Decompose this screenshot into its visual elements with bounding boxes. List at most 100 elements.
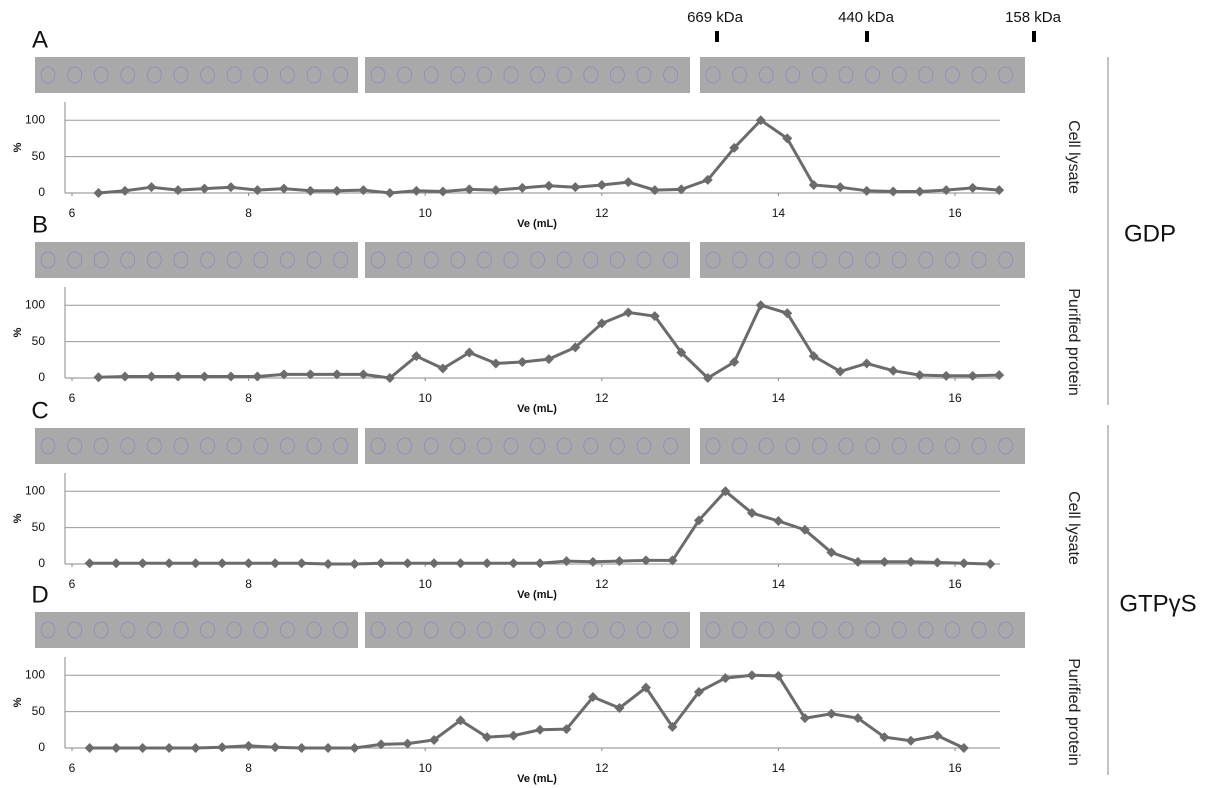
size-tick bbox=[865, 31, 869, 42]
data-point bbox=[270, 742, 280, 752]
data-point bbox=[941, 371, 951, 381]
blot-strip bbox=[700, 612, 1025, 648]
data-point bbox=[509, 558, 519, 568]
data-point bbox=[985, 559, 995, 569]
data-point bbox=[773, 516, 783, 526]
blot-strip bbox=[35, 242, 358, 278]
x-tick-label: 16 bbox=[948, 761, 962, 775]
data-point bbox=[570, 182, 580, 192]
y-tick-label: 50 bbox=[32, 520, 46, 534]
x-axis-label: Ve (mL) bbox=[517, 403, 557, 415]
data-point bbox=[932, 731, 942, 741]
data-point bbox=[826, 709, 836, 719]
data-point bbox=[385, 188, 395, 198]
data-point bbox=[915, 370, 925, 380]
data-point bbox=[244, 741, 254, 751]
x-tick-label: 12 bbox=[595, 391, 609, 405]
x-tick-label: 10 bbox=[419, 761, 433, 775]
panel-label: C bbox=[31, 397, 48, 424]
data-point bbox=[544, 181, 554, 191]
data-point bbox=[146, 182, 156, 192]
side-label: Cell lysate bbox=[1065, 120, 1082, 194]
x-tick-label: 10 bbox=[419, 577, 433, 591]
data-point bbox=[173, 185, 183, 195]
group-label: GDP bbox=[1124, 220, 1176, 247]
data-point bbox=[270, 558, 280, 568]
blot-strip bbox=[700, 428, 1025, 464]
data-point bbox=[138, 743, 148, 753]
data-point bbox=[376, 558, 386, 568]
x-tick-label: 6 bbox=[69, 391, 76, 405]
size-tick bbox=[715, 31, 719, 42]
y-tick-label: 100 bbox=[25, 483, 45, 497]
data-point bbox=[623, 307, 633, 317]
side-label: Purified protein bbox=[1065, 658, 1082, 766]
x-tick-label: 14 bbox=[772, 206, 786, 220]
blot-strip bbox=[365, 57, 690, 93]
data-point bbox=[720, 673, 730, 683]
data-point bbox=[85, 558, 95, 568]
data-point bbox=[244, 558, 254, 568]
x-tick-label: 12 bbox=[595, 577, 609, 591]
blot-strip bbox=[365, 612, 690, 648]
data-point bbox=[994, 185, 1004, 195]
data-point bbox=[305, 186, 315, 196]
size-marker: 440 kDa bbox=[838, 9, 895, 26]
data-point bbox=[164, 743, 174, 753]
x-tick-label: 10 bbox=[419, 206, 433, 220]
blot-strip bbox=[700, 57, 1025, 93]
data-point bbox=[535, 725, 545, 735]
side-label: Cell lysate bbox=[1065, 491, 1082, 565]
y-axis-label: % bbox=[12, 142, 24, 152]
x-tick-label: 8 bbox=[245, 577, 252, 591]
data-point bbox=[120, 186, 130, 196]
group-label: GTPγS bbox=[1119, 590, 1196, 617]
data-point bbox=[491, 185, 501, 195]
data-point bbox=[323, 559, 333, 569]
x-tick-label: 16 bbox=[948, 577, 962, 591]
data-point bbox=[588, 557, 598, 567]
chart: C0501006810121416Ve (mL)%Cell lysate bbox=[12, 397, 1082, 601]
figure: 669 kDa 440 kDa 158 kDa GDP GTPγS A05010… bbox=[0, 0, 1209, 788]
data-point bbox=[915, 187, 925, 197]
x-tick-label: 6 bbox=[69, 577, 76, 591]
data-point bbox=[93, 188, 103, 198]
data-point bbox=[191, 558, 201, 568]
data-point bbox=[456, 558, 466, 568]
y-tick-label: 100 bbox=[25, 667, 45, 681]
blot-strip bbox=[365, 242, 690, 278]
blot-strip bbox=[35, 57, 358, 93]
data-point bbox=[403, 558, 413, 568]
blot-strip bbox=[35, 612, 358, 648]
x-tick-label: 6 bbox=[69, 761, 76, 775]
data-point bbox=[623, 177, 633, 187]
data-point bbox=[411, 186, 421, 196]
panel-label: A bbox=[32, 26, 48, 53]
y-tick-label: 0 bbox=[38, 185, 45, 199]
blot-strip bbox=[365, 428, 690, 464]
data-point bbox=[535, 558, 545, 568]
data-point bbox=[297, 558, 307, 568]
x-tick-label: 12 bbox=[595, 761, 609, 775]
data-point bbox=[650, 185, 660, 195]
data-point bbox=[888, 366, 898, 376]
x-axis-label: Ve (mL) bbox=[517, 589, 557, 601]
data-point bbox=[111, 743, 121, 753]
data-point bbox=[429, 558, 439, 568]
data-point bbox=[932, 558, 942, 568]
data-point bbox=[879, 557, 889, 567]
data-point bbox=[252, 372, 262, 382]
data-point bbox=[853, 557, 863, 567]
data-point bbox=[323, 743, 333, 753]
panel-label: B bbox=[32, 211, 48, 238]
x-tick-label: 14 bbox=[772, 761, 786, 775]
data-point bbox=[191, 743, 201, 753]
blot-strip bbox=[35, 428, 358, 464]
data-point bbox=[747, 670, 757, 680]
data-point bbox=[350, 743, 360, 753]
y-tick-label: 0 bbox=[38, 556, 45, 570]
x-tick-label: 14 bbox=[772, 391, 786, 405]
panel-label: D bbox=[31, 581, 48, 608]
data-point bbox=[93, 372, 103, 382]
